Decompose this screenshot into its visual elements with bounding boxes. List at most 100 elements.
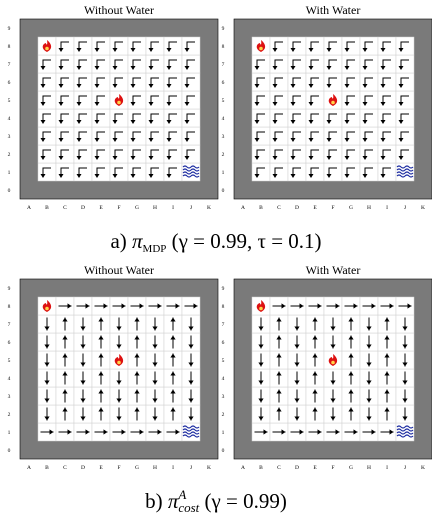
policy-arrowhead — [166, 84, 172, 88]
grid-cell — [341, 108, 361, 128]
panel-title: With Water — [306, 263, 361, 277]
policy-arrowhead — [134, 317, 140, 322]
grid-cell — [359, 90, 379, 110]
policy-arrowhead — [402, 344, 408, 349]
grid-cell — [37, 144, 57, 164]
policy-arrowhead — [380, 174, 386, 178]
policy-arrowhead — [166, 48, 172, 52]
policy-arrowhead — [98, 407, 104, 412]
policy-arrowhead — [152, 398, 158, 403]
row-label: 2 — [8, 412, 11, 418]
policy-arrowhead — [353, 303, 358, 309]
grid-cell — [73, 162, 93, 182]
caption-a-prefix: a) — [110, 229, 132, 253]
col-label: E — [313, 465, 317, 471]
col-label: H — [153, 205, 157, 211]
row-label: 5 — [8, 358, 11, 364]
grid-cell — [109, 108, 129, 128]
policy-arrowhead — [366, 416, 372, 421]
policy-arrowhead — [362, 66, 368, 70]
grid-cell — [37, 72, 57, 92]
policy-arrowhead — [380, 66, 386, 70]
policy-arrowhead — [330, 326, 336, 331]
caption-b-sup: A — [177, 487, 186, 502]
policy-arrowhead — [94, 102, 100, 106]
row-label: 8 — [8, 44, 11, 50]
policy-arrowhead — [130, 102, 136, 106]
policy-arrowhead — [40, 156, 46, 160]
policy-arrowhead — [312, 371, 318, 376]
policy-arrowhead — [44, 398, 50, 403]
grid-cell — [55, 72, 75, 92]
policy-arrowhead — [389, 303, 394, 309]
policy-arrowhead — [258, 380, 264, 385]
grid-cell — [377, 108, 397, 128]
col-label: E — [99, 205, 103, 211]
policy-arrowhead — [175, 429, 180, 435]
row-label: 8 — [222, 304, 225, 310]
col-label: J — [404, 465, 407, 471]
policy-arrowhead — [103, 429, 108, 435]
row-label: 8 — [222, 44, 225, 50]
grid-cell — [287, 54, 307, 74]
policy-arrowhead — [348, 317, 354, 322]
grid-cell — [55, 90, 75, 110]
policy-arrowhead — [134, 407, 140, 412]
policy-arrowhead — [276, 371, 282, 376]
policy-arrowhead — [362, 84, 368, 88]
water-icon — [182, 425, 200, 429]
policy-arrowhead — [94, 174, 100, 178]
col-label: I — [172, 205, 174, 211]
row-label: 7 — [222, 322, 225, 328]
grid-cell — [395, 54, 415, 74]
grid-cell — [323, 126, 343, 146]
col-label: F — [331, 205, 334, 211]
policy-arrowhead — [348, 407, 354, 412]
policy-arrowhead — [384, 353, 390, 358]
policy-arrowhead — [272, 48, 278, 52]
row-label: 0 — [8, 188, 11, 194]
policy-arrowhead — [276, 317, 282, 322]
caption-b-params: (γ = 0.99) — [199, 489, 287, 513]
grid-cell — [305, 144, 325, 164]
grid-cell — [91, 126, 111, 146]
policy-arrowhead — [380, 138, 386, 142]
water-icon — [396, 165, 414, 169]
policy-arrowhead — [166, 138, 172, 142]
water-icon — [396, 168, 414, 172]
policy-arrowhead — [380, 84, 386, 88]
col-label: D — [295, 205, 299, 211]
policy-arrowhead — [76, 174, 82, 178]
policy-arrowhead — [330, 380, 336, 385]
policy-arrowhead — [76, 102, 82, 106]
policy-arrowhead — [384, 389, 390, 394]
row-label: 1 — [222, 430, 225, 436]
grid-cell — [163, 72, 183, 92]
grid-cell — [305, 90, 325, 110]
policy-arrowhead — [258, 416, 264, 421]
policy-arrowhead — [58, 174, 64, 178]
caption-b: b) πA cost (γ = 0.99) — [145, 487, 287, 515]
policy-arrowhead — [380, 48, 386, 52]
policy-arrowhead — [326, 120, 332, 124]
grid-cell — [163, 126, 183, 146]
policy-arrowhead — [76, 156, 82, 160]
policy-arrowhead — [254, 138, 260, 142]
water-icon — [182, 168, 200, 172]
policy-arrowhead — [276, 335, 282, 340]
policy-arrowhead — [116, 326, 122, 331]
policy-arrowhead — [272, 156, 278, 160]
col-label: I — [386, 205, 388, 211]
col-label: E — [313, 205, 317, 211]
policy-arrowhead — [308, 66, 314, 70]
policy-arrowhead — [40, 84, 46, 88]
policy-arrowhead — [112, 156, 118, 160]
policy-arrowhead — [398, 120, 404, 124]
policy-arrowhead — [44, 344, 50, 349]
grid-cell — [109, 144, 129, 164]
col-label: A — [241, 205, 245, 211]
policy-arrowhead — [312, 353, 318, 358]
grid-cell — [323, 162, 343, 182]
policy-arrowhead — [94, 66, 100, 70]
grid-cell — [395, 126, 415, 146]
